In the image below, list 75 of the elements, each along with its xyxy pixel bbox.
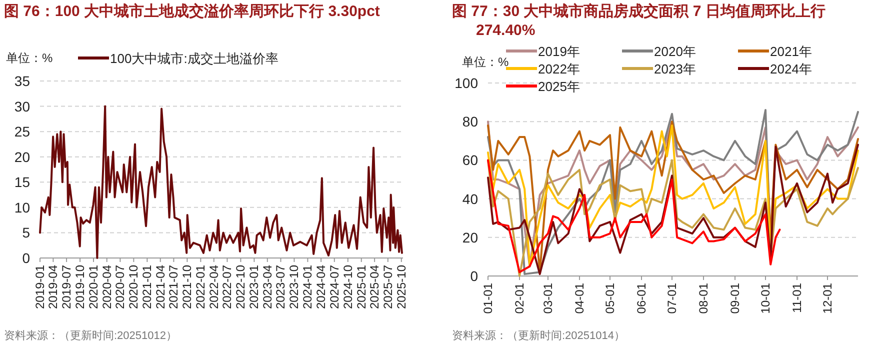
x-tick-label: 2022-04: [206, 264, 221, 310]
x-tick-label: 2023-07: [274, 264, 288, 310]
x-tick-label: 2023-10: [287, 264, 302, 310]
x-tick-label: 2020-01: [86, 264, 101, 310]
x-tick-label: 2019-04: [46, 264, 60, 310]
y-tick-label: 10: [14, 199, 30, 216]
legend-item: 2023年: [622, 62, 696, 76]
x-tick-label: 2022-07: [220, 264, 234, 310]
x-tick-label: 2024-01: [300, 264, 315, 310]
x-tick-label: 01-01: [481, 282, 495, 314]
y-tick-label: 15: [14, 174, 30, 190]
x-tick-label: 2019-01: [33, 264, 47, 310]
title: 图 77：30 大中城市商品房成交面积 7 日均值周环比上行 274.40%: [452, 3, 826, 39]
x-tick-label: 2025-07: [380, 264, 395, 310]
y-tick-label: 5: [22, 224, 30, 241]
y-tick-label: 0: [22, 250, 30, 266]
x-tick-label: 2021-01: [140, 264, 154, 310]
x-tick-label: 2025-04: [368, 264, 382, 310]
x-tick-label: 2019-10: [73, 264, 88, 310]
x-tick-label: 2021-07: [166, 264, 181, 310]
x-tick-label: 2024-10: [340, 264, 355, 310]
x-tick-label: 10-01: [758, 282, 772, 314]
x-tick-label: 09-01: [728, 282, 742, 314]
x-tick-label: 06-01: [634, 282, 648, 314]
x-tick-label: 2022-10: [234, 264, 248, 310]
y-tick-label: 25: [14, 124, 30, 140]
y-tick-label: 60: [462, 152, 478, 168]
y-tick-label: 20: [14, 148, 30, 165]
x-tick-label: 2021-04: [153, 264, 168, 310]
y-tick-label: 20: [462, 229, 478, 246]
text: 资料来源：（更新时间:20251014）: [452, 329, 625, 342]
x-tick-label: 04-01: [572, 282, 586, 314]
x-tick-label: 03-01: [540, 282, 555, 314]
y-axis-title: 单位：%: [462, 55, 509, 69]
y-tick-label: 100: [454, 75, 478, 91]
x-tick-label: 2024-04: [314, 264, 328, 310]
x-tick-label: 2022-01: [194, 264, 208, 310]
x-tick-label: 2021-10: [180, 264, 194, 310]
legend-label: 2023年: [654, 62, 696, 76]
x-tick-label: 2025-01: [354, 264, 368, 310]
legend-item: 2024年: [738, 62, 812, 76]
legend-label: 2020年: [654, 44, 696, 59]
x-tick-label: 2020-10: [126, 264, 141, 310]
legend-item: 100大中城市:成交土地溢价率: [78, 51, 278, 66]
x-tick-label: 2023-04: [260, 264, 274, 310]
legend-item: 2021年: [738, 44, 812, 59]
legend-label: 2025年: [538, 79, 580, 94]
legend-label: 2019年: [538, 44, 580, 59]
x-tick-label: 05-01: [602, 282, 617, 314]
x-tick-label: 2025-10: [394, 264, 408, 310]
legend-item: 2025年: [506, 79, 580, 94]
x-tick-label: 12-01: [820, 282, 835, 314]
x-tick-label: 2020-04: [100, 264, 114, 310]
x-tick-label: 2020-07: [113, 264, 128, 310]
y-tick-label: 40: [462, 190, 478, 207]
x-tick-label: 11-01: [790, 282, 804, 313]
x-tick-label: 2024-07: [327, 264, 342, 310]
legend-label: 100大中城市:成交土地溢价率: [110, 51, 278, 66]
y-tick-label: 80: [462, 114, 478, 130]
legend-label: 2024年: [770, 62, 812, 76]
y-tick-label: 30: [14, 98, 30, 114]
x-tick-label: 2019-07: [60, 264, 74, 310]
legend-label: 2021年: [770, 44, 812, 59]
y-tick-label: 0: [470, 268, 478, 284]
x-tick-label: 2023-01: [247, 264, 262, 310]
legend-item: 2020年: [622, 44, 696, 59]
legend-label: 2022年: [538, 62, 580, 76]
text: 资料来源：（更新时间:20251012）: [4, 329, 177, 342]
x-tick-label: 02-01: [512, 282, 527, 314]
x-tick-label: 07-01: [664, 282, 679, 314]
title: 图 76：100 大中城市土地成交溢价率周环比下行 3.30pct: [4, 3, 380, 20]
y-tick-label: 35: [14, 73, 30, 89]
y-axis-title: 单位：%: [6, 51, 53, 65]
x-tick-label: 08-01: [696, 282, 710, 314]
legend-item: 2019年: [506, 44, 580, 59]
